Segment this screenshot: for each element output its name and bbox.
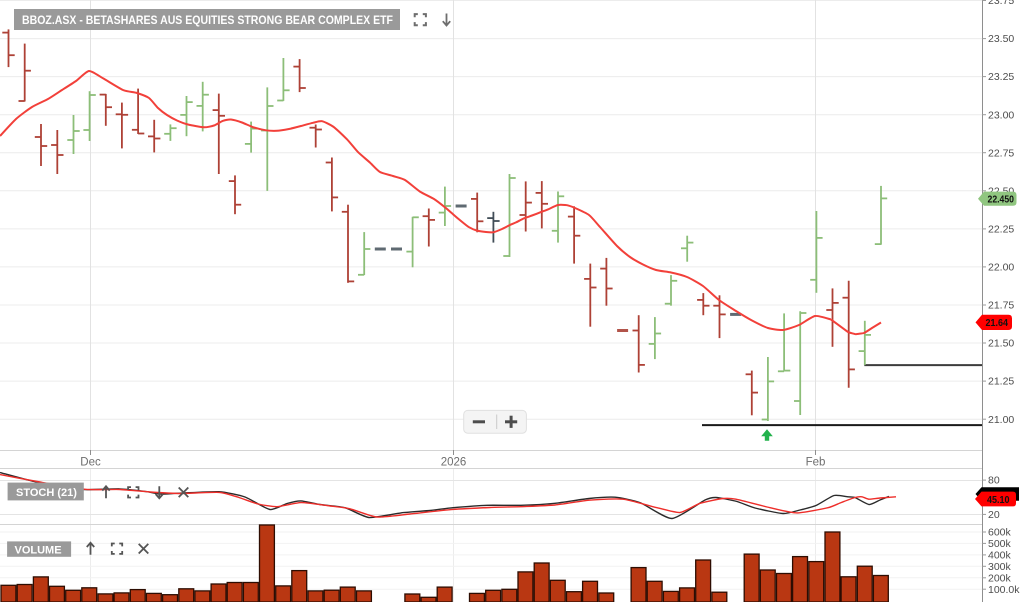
- svg-text:200k: 200k: [988, 572, 1012, 584]
- svg-text:Dec: Dec: [80, 457, 101, 469]
- svg-text:22.00: 22.00: [988, 262, 1014, 274]
- svg-text:300k: 300k: [988, 561, 1012, 573]
- svg-text:80: 80: [988, 475, 1000, 487]
- svg-text:Feb: Feb: [806, 457, 826, 469]
- svg-text:23.25: 23.25: [988, 71, 1014, 83]
- svg-text:VOLUME: VOLUME: [15, 544, 62, 556]
- svg-text:21.25: 21.25: [988, 376, 1014, 388]
- svg-text:600k: 600k: [988, 527, 1012, 539]
- svg-text:100.0k: 100.0k: [988, 584, 1020, 596]
- svg-text:23.00: 23.00: [988, 109, 1014, 121]
- svg-text:500k: 500k: [988, 538, 1012, 550]
- svg-text:22.75: 22.75: [988, 147, 1014, 159]
- svg-text:22.450: 22.450: [988, 194, 1015, 206]
- svg-text:23.50: 23.50: [988, 33, 1014, 45]
- svg-text:21.64: 21.64: [986, 317, 1009, 329]
- svg-text:20: 20: [988, 509, 1000, 521]
- svg-text:21.75: 21.75: [988, 300, 1014, 312]
- svg-text:2026: 2026: [441, 457, 467, 469]
- svg-text:21.50: 21.50: [988, 338, 1014, 350]
- svg-text:22.25: 22.25: [988, 224, 1014, 236]
- svg-text:400k: 400k: [988, 550, 1012, 562]
- svg-text:23.75: 23.75: [988, 0, 1014, 7]
- svg-text:45.10: 45.10: [987, 494, 1010, 506]
- svg-text:STOCH (21): STOCH (21): [16, 487, 77, 499]
- svg-text:BBOZ.ASX - BETASHARES AUS EQUI: BBOZ.ASX - BETASHARES AUS EQUITIES STRON…: [22, 15, 393, 27]
- svg-text:21.00: 21.00: [988, 414, 1014, 426]
